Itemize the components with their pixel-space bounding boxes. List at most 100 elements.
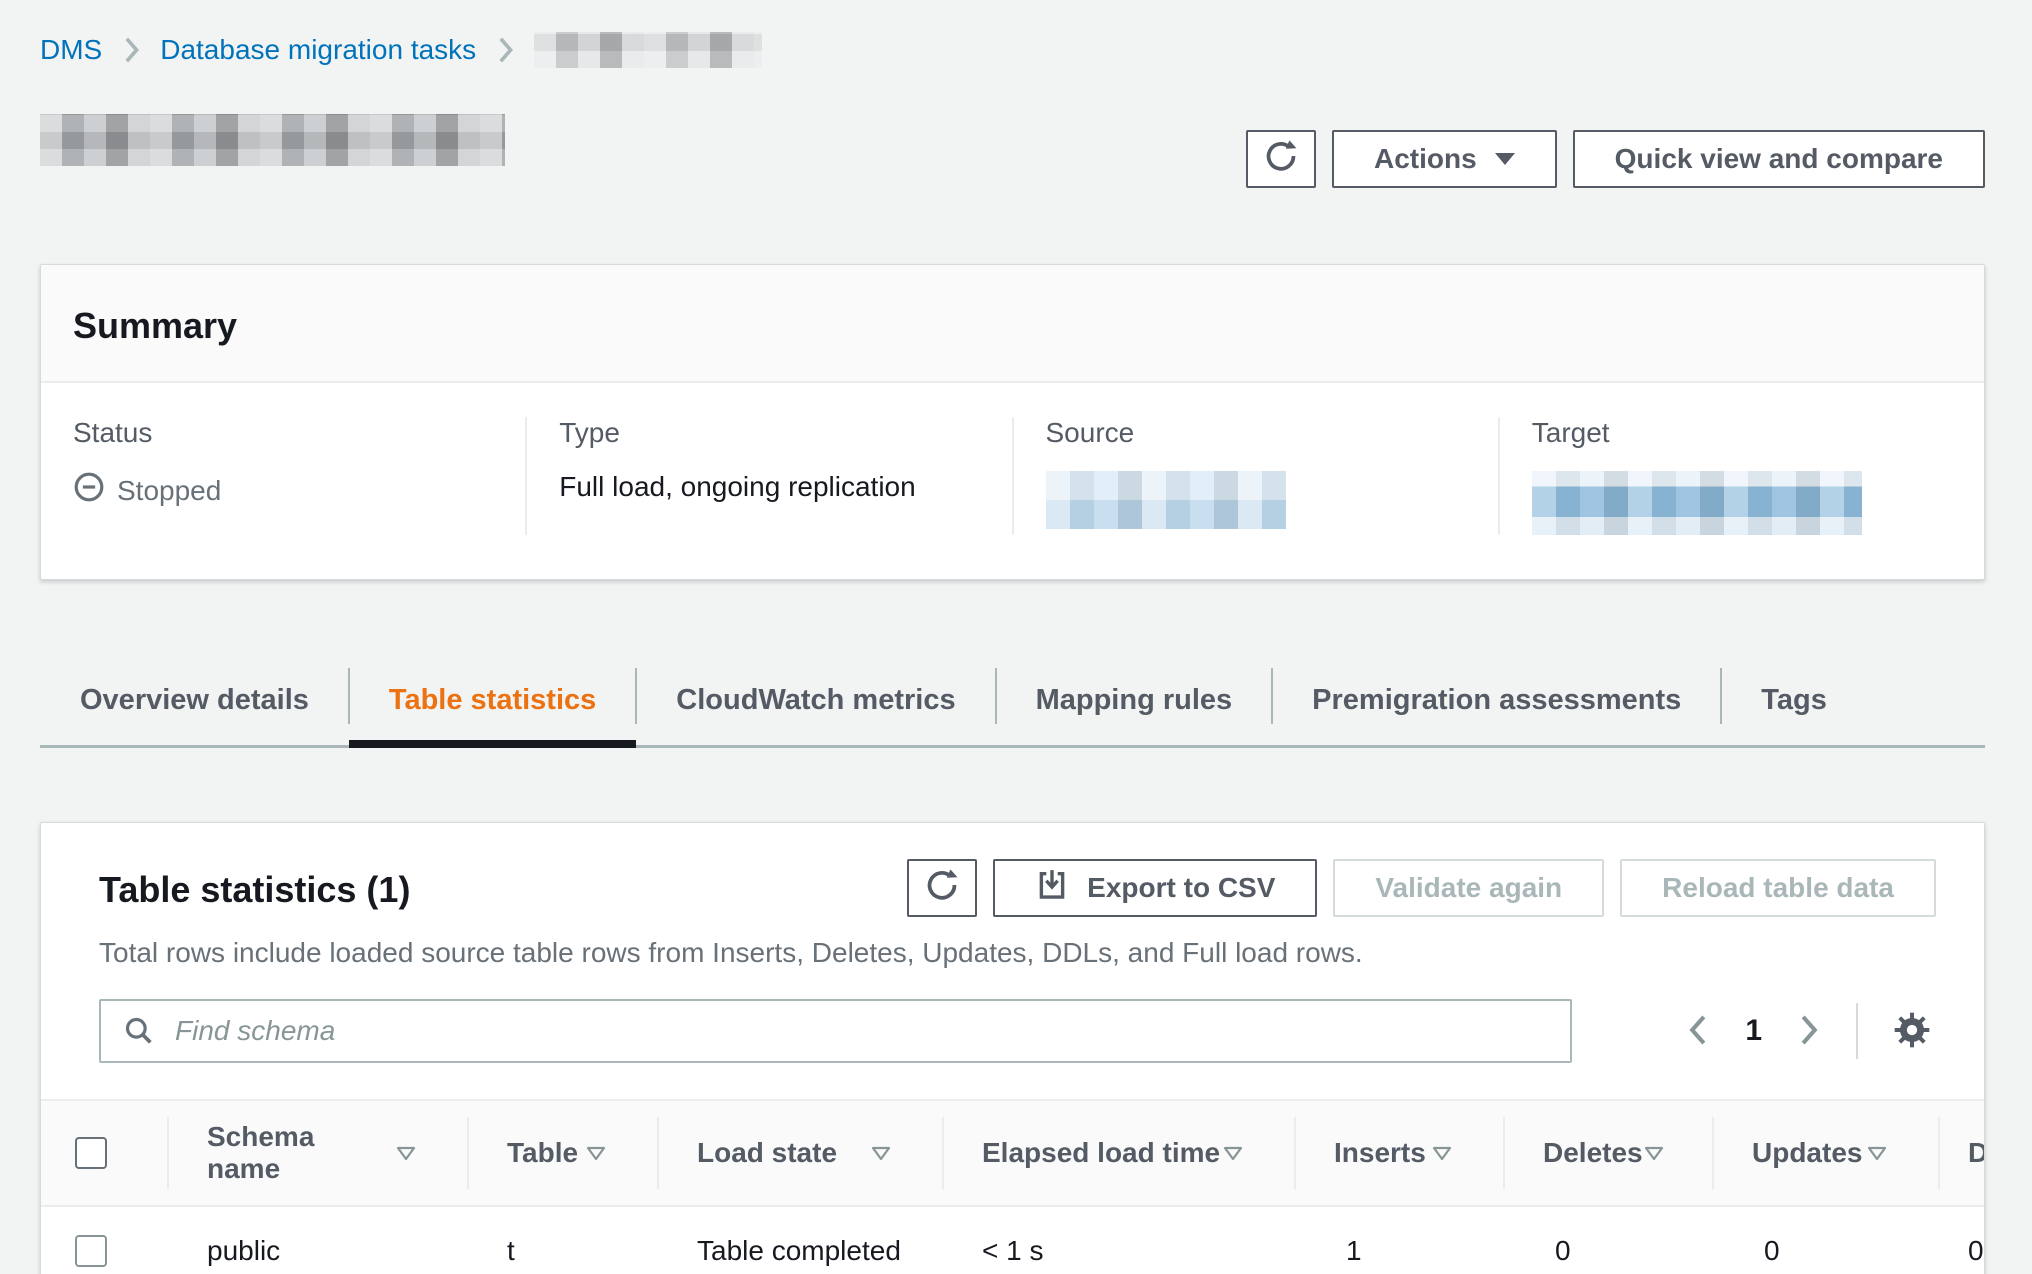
breadcrumb-link-migration-tasks[interactable]: Database migration tasks [160,34,477,65]
select-all-header-cell [41,1101,167,1205]
sort-icon[interactable] [1866,1137,1888,1169]
export-csv-label: Export to CSV [1087,872,1276,903]
title-row: Actions Quick view and compare [40,108,1985,188]
tab-mapping-rules[interactable]: Mapping rules [994,652,1273,748]
cell-ddls: 0 [1968,1235,1984,1266]
field-label: Target [1531,417,1610,448]
tab-tags[interactable]: Tags [1720,652,1867,748]
field-label: Type [559,417,620,448]
panel-buttons: Export to CSV Validate again Reload tabl… [907,859,1936,917]
field-label: Status [73,417,153,448]
sort-icon[interactable] [395,1137,417,1169]
target-link-redacted[interactable] [1531,471,1862,535]
column-header-deletes[interactable]: Deletes [1503,1101,1712,1205]
sort-icon[interactable] [1431,1137,1453,1169]
tab-cloudwatch-metrics[interactable]: CloudWatch metrics [635,652,995,748]
column-header-updates[interactable]: Updates [1712,1101,1938,1205]
quick-view-compare-button[interactable]: Quick view and compare [1572,130,1985,188]
table-row: public t Table completed < 1 s 1 0 0 0 [41,1207,1984,1274]
sort-icon[interactable] [870,1137,892,1169]
summary-field-source: Source [1011,417,1498,535]
divider [1856,1003,1858,1059]
column-header-inserts[interactable]: Inserts [1294,1101,1503,1205]
tab-bar: Overview details Table statistics CloudW… [40,652,1985,748]
panel-title: Table statistics (1) [99,869,411,910]
summary-header: Summary [41,265,1984,383]
panel-header: Table statistics (1) [41,823,1984,917]
cell-load-state: Table completed [697,1235,901,1266]
status-value: Stopped [73,471,493,510]
column-label: Table [507,1137,579,1168]
gear-icon [1892,1010,1932,1053]
cell-updates: 0 [1764,1235,1780,1266]
tab-table-statistics[interactable]: Table statistics [347,652,637,748]
column-header-table[interactable]: Table [467,1101,657,1205]
page-next-button[interactable] [1792,1008,1826,1055]
column-label: Deletes [1543,1137,1643,1168]
column-label: Schema name [207,1121,315,1184]
column-label: Inserts [1334,1137,1426,1168]
field-label: Source [1045,417,1135,448]
cell-elapsed-load-time: < 1 s [982,1235,1044,1266]
column-label: Load state [697,1137,838,1168]
tab-overview-details[interactable]: Overview details [80,683,309,716]
cell-inserts: 1 [1346,1235,1362,1266]
actions-button-label: Actions [1373,143,1477,174]
summary-card: Summary Status Stopped Type Full load, [40,264,1985,580]
column-label: Updates [1752,1137,1863,1168]
search-box [99,999,1572,1063]
refresh-icon [1263,138,1299,181]
breadcrumb-current-redacted [534,32,763,68]
chevron-right-icon [1798,1014,1820,1049]
row-checkbox[interactable] [75,1235,107,1267]
sort-icon[interactable] [1222,1137,1244,1169]
summary-field-target: Target [1497,417,1984,535]
refresh-table-button[interactable] [907,859,978,917]
breadcrumb: DMS Database migration tasks [40,30,1985,70]
sort-icon[interactable] [1643,1137,1665,1169]
summary-field-status: Status Stopped [41,417,525,535]
minus-circle-icon [73,471,105,510]
pagination: 1 [1681,1003,1936,1059]
validate-again-button[interactable]: Validate again [1333,859,1605,917]
column-label: D [1968,1137,1984,1169]
quick-view-compare-label: Quick view and compare [1614,143,1943,174]
summary-body: Status Stopped Type Full load, ongoing r… [41,383,1984,579]
chevron-right-icon [496,36,514,64]
select-all-checkbox[interactable] [75,1137,107,1169]
download-icon [1035,868,1069,909]
page-prev-button[interactable] [1681,1008,1715,1055]
chevron-right-icon [122,36,140,64]
search-icon [123,1015,155,1052]
sort-icon[interactable] [585,1137,607,1169]
export-csv-button[interactable]: Export to CSV [993,859,1318,917]
search-input[interactable] [99,999,1572,1063]
source-link-redacted[interactable] [1045,471,1286,529]
settings-button[interactable] [1888,1006,1936,1057]
column-header-elapsed-load-time[interactable]: Elapsed load time [942,1101,1294,1205]
header-actions: Actions Quick view and compare [1245,130,1985,188]
page-title-redacted [40,114,505,166]
column-header-schema-name[interactable]: Schema name [167,1101,467,1205]
refresh-button[interactable] [1245,130,1316,188]
table-header-row: Schema name Table Load state Elapsed loa… [41,1099,1984,1207]
page-number: 1 [1745,1014,1762,1047]
reload-table-data-button[interactable]: Reload table data [1620,859,1936,917]
column-header-ddls-truncated[interactable]: D [1938,1101,1984,1205]
chevron-left-icon [1687,1014,1709,1049]
breadcrumb-link-dms[interactable]: DMS [40,34,103,65]
cell-schema-name: public [207,1235,281,1266]
row-select-cell [41,1207,167,1274]
actions-button[interactable]: Actions [1331,130,1557,188]
summary-field-type: Type Full load, ongoing replication [525,417,1011,535]
column-label: Elapsed load time [982,1137,1221,1168]
summary-title: Summary [73,305,238,346]
type-value: Full load, ongoing replication [559,471,916,502]
reload-table-data-label: Reload table data [1662,872,1894,903]
cell-table: t [507,1235,515,1266]
search-row: 1 [41,969,1984,1099]
column-header-load-state[interactable]: Load state [657,1101,942,1205]
validate-again-label: Validate again [1375,872,1563,903]
tab-premigration-assessments[interactable]: Premigration assessments [1271,652,1721,748]
